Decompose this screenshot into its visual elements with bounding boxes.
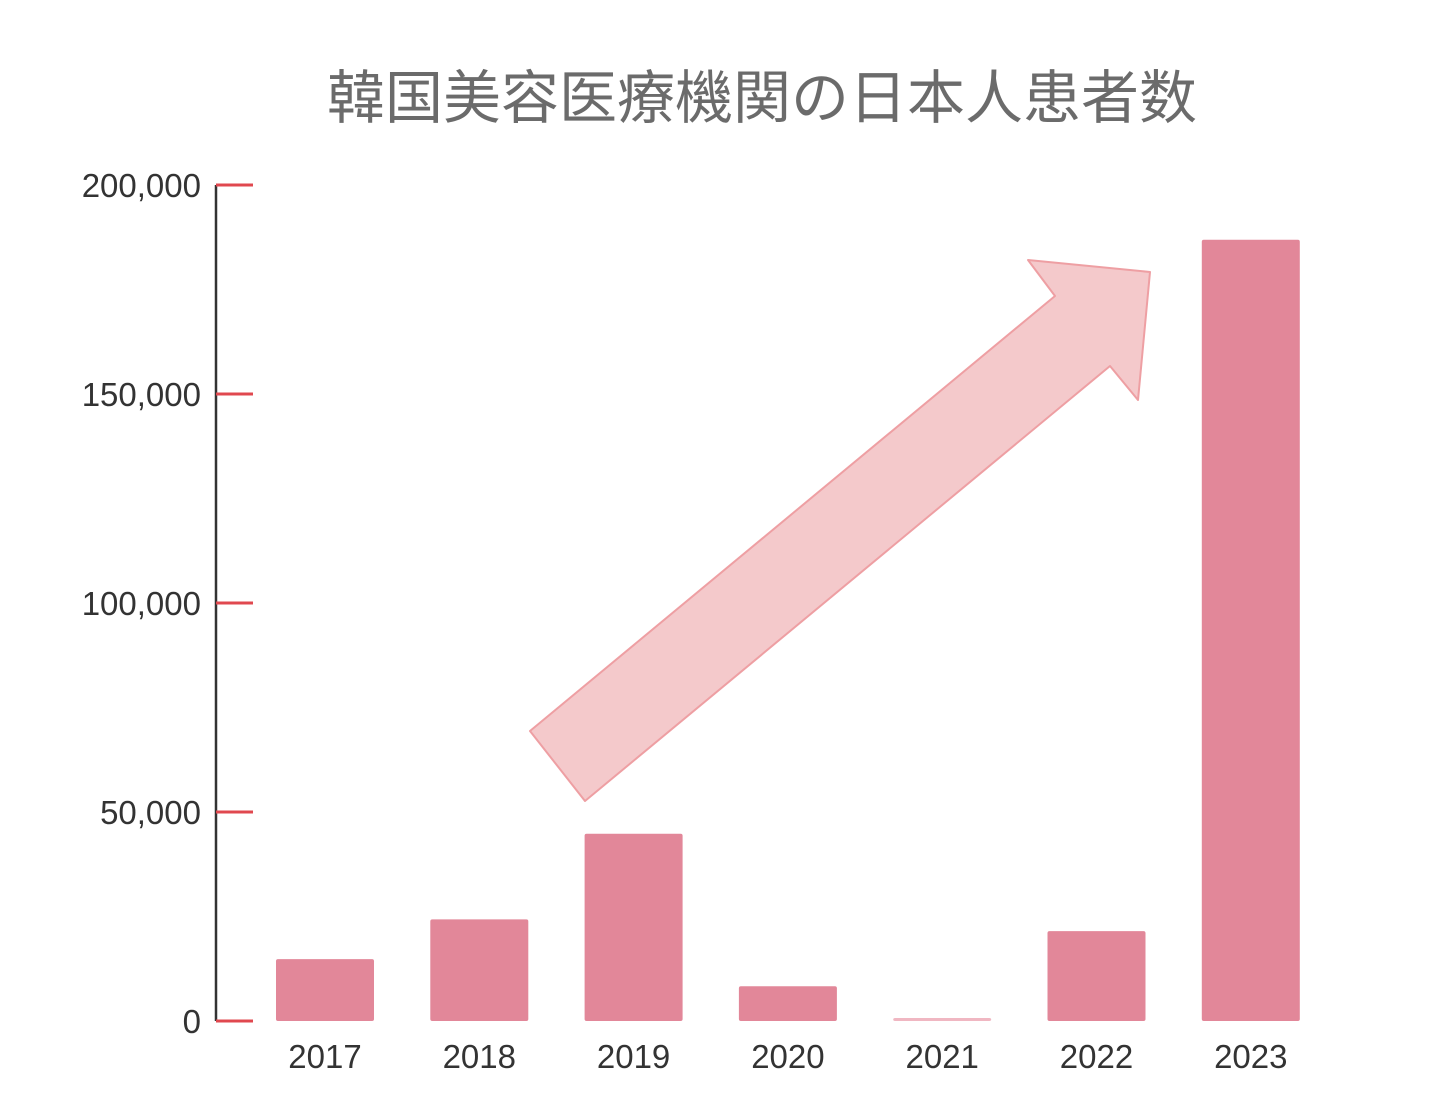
x-tick-label: 2021 bbox=[905, 1038, 978, 1075]
y-ticks: 0 50,000 100,000 150,000 200,000 bbox=[82, 167, 253, 1040]
chart-title: 韓国美容医療機関の日本人患者数 bbox=[327, 64, 1197, 132]
bar-2022 bbox=[1047, 931, 1146, 1021]
y-tick-label: 50,000 bbox=[100, 794, 201, 831]
x-tick-label: 2020 bbox=[751, 1038, 824, 1075]
x-tick-label: 2017 bbox=[288, 1038, 361, 1075]
x-tick-label: 2023 bbox=[1214, 1038, 1287, 1075]
bar-2019 bbox=[584, 833, 683, 1021]
bar-2017 bbox=[276, 959, 374, 1021]
y-tick-label: 100,000 bbox=[82, 585, 201, 622]
bar-2018 bbox=[430, 919, 529, 1021]
bars bbox=[276, 239, 1300, 1021]
y-tick-label: 150,000 bbox=[82, 376, 201, 413]
bar-2023 bbox=[1201, 239, 1300, 1021]
y-tick-label: 200,000 bbox=[82, 167, 201, 204]
x-tick-label: 2018 bbox=[443, 1038, 516, 1075]
bar-2021 bbox=[893, 1018, 992, 1021]
y-tick-label: 0 bbox=[183, 1003, 201, 1040]
x-tick-label: 2022 bbox=[1060, 1038, 1133, 1075]
trend-arrow bbox=[529, 259, 1151, 802]
bar-2020 bbox=[738, 986, 837, 1021]
x-tick-label: 2019 bbox=[597, 1038, 670, 1075]
x-tick-labels: 2017 2018 2019 2020 2021 2022 2023 bbox=[288, 1038, 1287, 1075]
